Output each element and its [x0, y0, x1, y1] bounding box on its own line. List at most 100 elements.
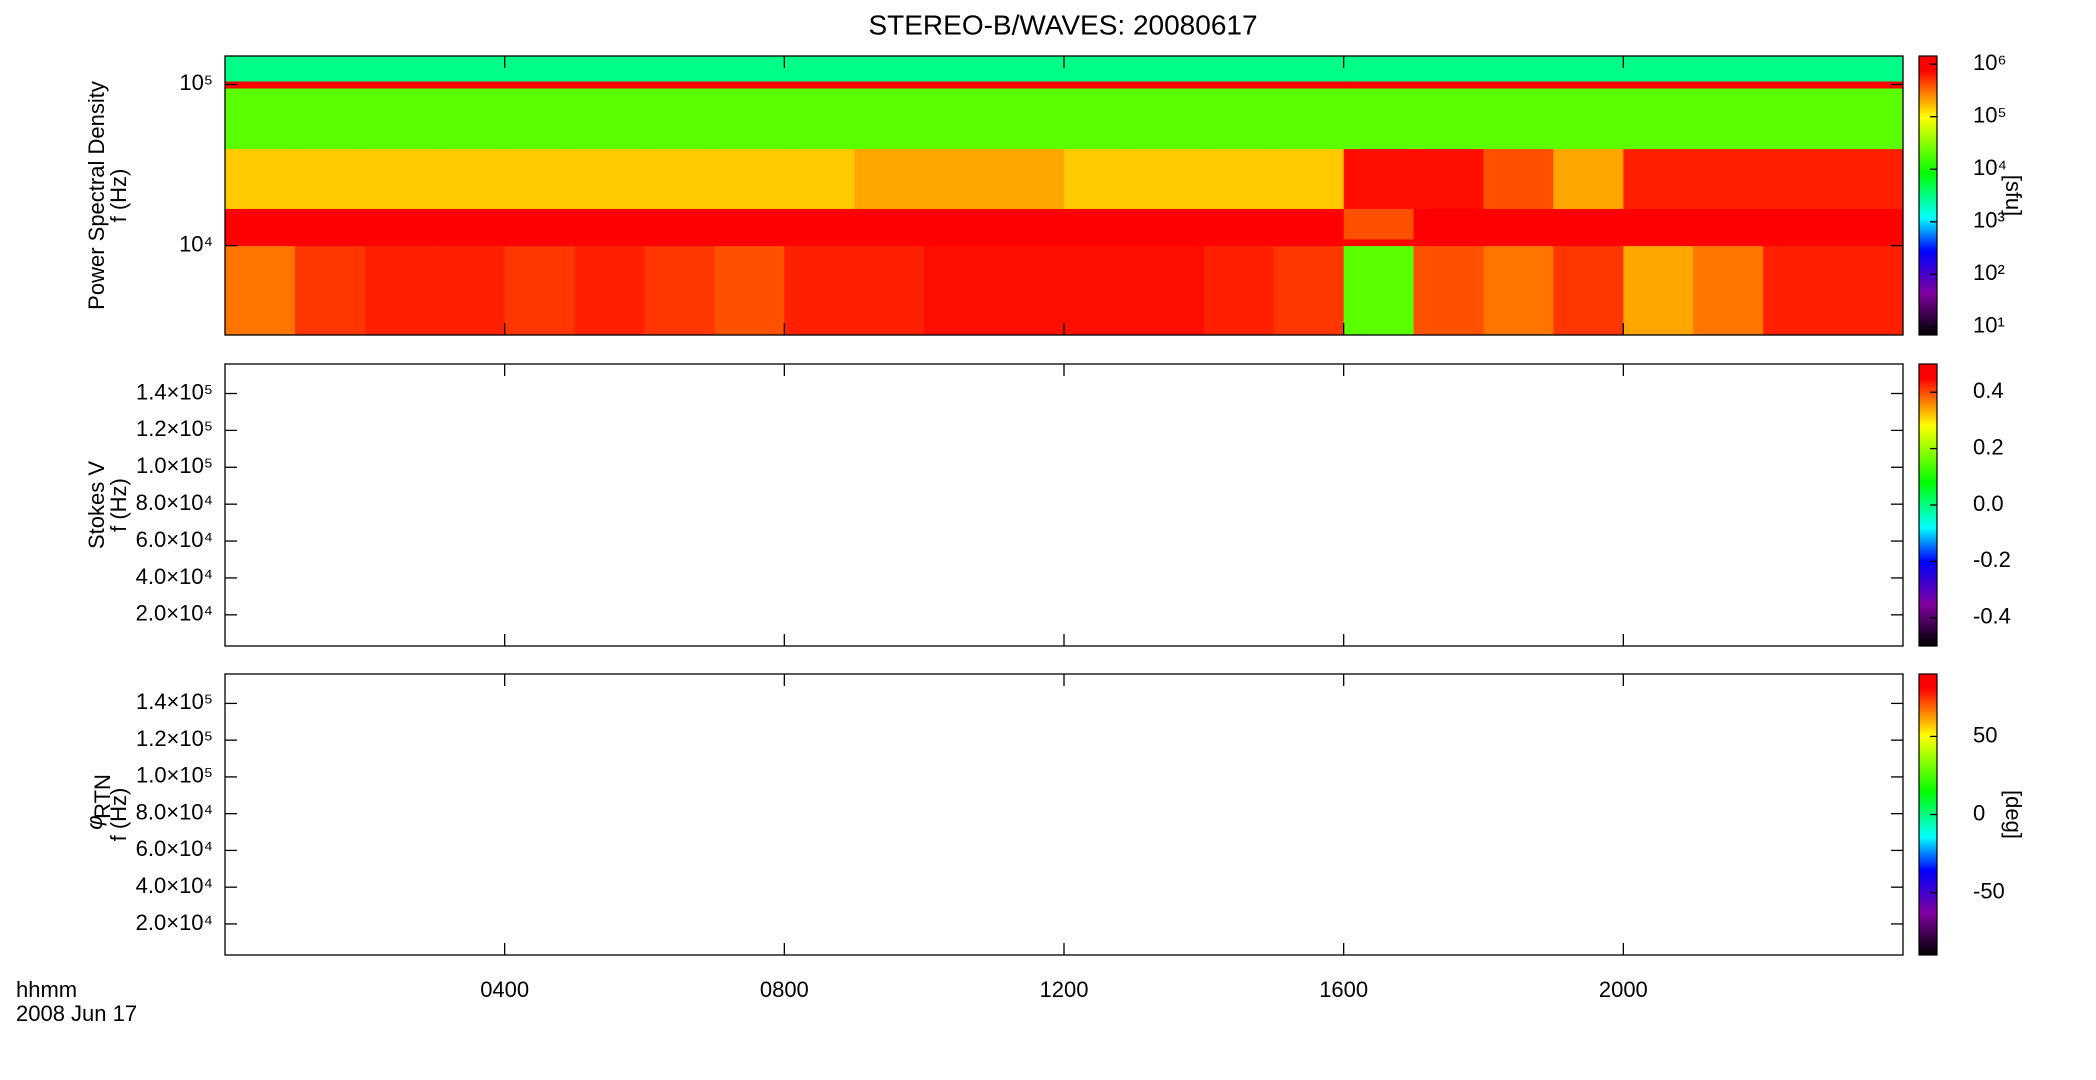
spectrogram-cell: [574, 56, 645, 82]
spectrogram-cell: [994, 87, 1065, 150]
spectrogram-cell: [1833, 148, 1904, 209]
spectrogram-cell: [434, 80, 506, 89]
spectrogram-cell: [1133, 148, 1205, 209]
spectrogram-cell: [924, 245, 995, 336]
spectrogram-cell: [714, 238, 785, 247]
spectrogram-cell: [1273, 208, 1345, 240]
x-tick-label: 0800: [760, 977, 809, 1002]
spectrogram-cell: [854, 56, 925, 82]
spectrogram-cell: [1133, 208, 1205, 240]
spectrogram-cell: [504, 87, 576, 150]
spectrogram-cell: [434, 87, 506, 150]
spectrogram-cell: [434, 148, 506, 209]
spectrogram-cell: [364, 208, 436, 240]
spectrogram-cell: [1693, 80, 1764, 89]
spectrogram-cell: [1203, 238, 1275, 247]
spectrogram-cell: [294, 80, 366, 89]
spectrogram-cell: [714, 148, 785, 209]
y-axis-subscript: RTN: [90, 774, 115, 819]
colorbar-tick-label: 0.2: [1973, 434, 2004, 459]
colorbar-tick-label: 0: [1973, 800, 1985, 825]
spectrogram-cell: [294, 238, 366, 247]
spectrogram-cell: [1763, 245, 1834, 336]
y-tick-label: 1.4×10⁵: [136, 689, 213, 714]
spectrogram-cell: [714, 56, 785, 82]
spectrogram-cell: [434, 208, 506, 240]
spectrogram-cell: [994, 80, 1065, 89]
spectrogram-cell: [1133, 56, 1205, 82]
y-tick-label: 4.0×10⁴: [136, 564, 213, 589]
spectrogram-cell: [1553, 56, 1624, 82]
spectrogram-cell: [1483, 245, 1554, 336]
spectrogram-cell: [1064, 238, 1135, 247]
spectrogram-cell: [1483, 80, 1554, 89]
spectrogram-cell: [1833, 238, 1904, 247]
spectrogram-cell: [1273, 56, 1345, 82]
colorbar-tick-label: -0.4: [1973, 604, 2011, 629]
spectrogram-cell: [784, 87, 855, 150]
spectrogram-cell: [1413, 245, 1484, 336]
spectrogram-cell: [784, 148, 855, 209]
spectrogram-cell: [854, 87, 925, 150]
spectrogram-cell: [1273, 148, 1345, 209]
spectrogram-cell: [924, 87, 995, 150]
spectrogram-cell: [1273, 245, 1345, 336]
y-tick-label: 8.0×10⁴: [136, 490, 213, 515]
spectrogram-cell: [1623, 245, 1694, 336]
spectrogram-cell: [1343, 208, 1415, 240]
colorbar-tick-label: 10¹: [1973, 313, 2005, 338]
spectrogram-cell: [1553, 238, 1624, 247]
spectrogram-cell: [364, 148, 436, 209]
spectrogram-cell: [504, 245, 576, 336]
spectrogram-cell: [1064, 56, 1135, 82]
y-axis-title: f (Hz): [106, 478, 131, 532]
colorbar-label: [deg]: [2001, 790, 2026, 839]
spectrogram-cell: [714, 80, 785, 89]
spectrogram-cell: [1763, 208, 1834, 240]
spectrogram-cell: [994, 208, 1065, 240]
spectrogram-cell: [1343, 56, 1415, 82]
spectrogram-cell: [504, 80, 576, 89]
spectrogram-cell: [225, 245, 296, 336]
spectrogram-cell: [1763, 148, 1834, 209]
spectrogram-cell: [1203, 148, 1275, 209]
spectrogram-cell: [994, 245, 1065, 336]
spectrogram-cell: [714, 245, 785, 336]
y-axis-symbol: φ: [82, 815, 107, 829]
spectrogram-cell: [434, 238, 506, 247]
y-tick-label: 6.0×10⁴: [136, 527, 213, 552]
spectrogram-cell: [1413, 80, 1484, 89]
colorbar-tick-label: 50: [1973, 722, 1997, 747]
figure-title: STEREO-B/WAVES: 20080617: [868, 9, 1257, 40]
spectrogram-cell: [784, 245, 855, 336]
spectrogram-cell: [1343, 87, 1415, 150]
spectrogram-cell: [294, 87, 366, 150]
spectrogram-cell: [1833, 87, 1904, 150]
spectrogram-cell: [854, 148, 925, 209]
spectrogram-cell: [574, 208, 645, 240]
spectrogram-cell: [1064, 208, 1135, 240]
spectrogram-cell: [1203, 87, 1275, 150]
spectrogram-cell: [1763, 87, 1834, 150]
spectrogram-cell: [1343, 80, 1415, 89]
spectrogram-cell: [644, 87, 715, 150]
spectrogram-cell: [1553, 208, 1624, 240]
spectrogram-cell: [784, 56, 855, 82]
spectrogram-cell: [294, 245, 366, 336]
spectrogram-cell: [1273, 80, 1345, 89]
spectrogram-cell: [1064, 148, 1135, 209]
spectrogram-cell: [854, 208, 925, 240]
spectrogram-cell: [1693, 148, 1764, 209]
spectrogram-cell: [1623, 56, 1694, 82]
x-tick-label: 1600: [1319, 977, 1368, 1002]
spectrogram-cell: [1763, 56, 1834, 82]
colorbar-tick-label: 10⁴: [1973, 155, 2007, 180]
spectrogram-cell: [1133, 245, 1205, 336]
spectrogram-cell: [994, 238, 1065, 247]
spectrogram-cell: [784, 80, 855, 89]
spectrogram-cell: [1763, 80, 1834, 89]
spectrogram-cell: [225, 238, 296, 247]
spectrogram-cell: [1693, 87, 1764, 150]
